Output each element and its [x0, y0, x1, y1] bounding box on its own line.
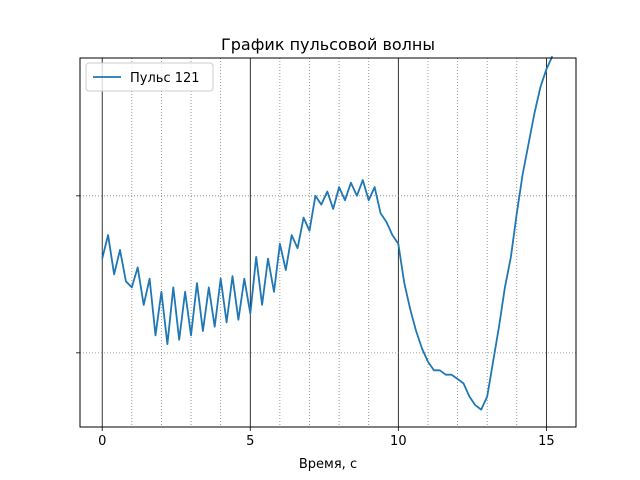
- x-tick-label: 10: [390, 434, 407, 449]
- chart-title: График пульсовой волны: [221, 35, 435, 54]
- x-tick-label: 15: [538, 434, 555, 449]
- legend: Пульс 121: [85, 62, 214, 92]
- x-axis-label: Время, с: [299, 457, 357, 472]
- plot-frame: [79, 57, 577, 428]
- x-tick-label: 0: [98, 434, 106, 449]
- axis-ticks: 0 5 10 15: [76, 195, 555, 449]
- legend-box: [85, 62, 214, 92]
- series-line-group: [101, 55, 554, 411]
- legend-label: Пульс 121: [130, 71, 200, 86]
- series-line-pulse: [101, 55, 554, 411]
- x-tick-label: 5: [246, 434, 254, 449]
